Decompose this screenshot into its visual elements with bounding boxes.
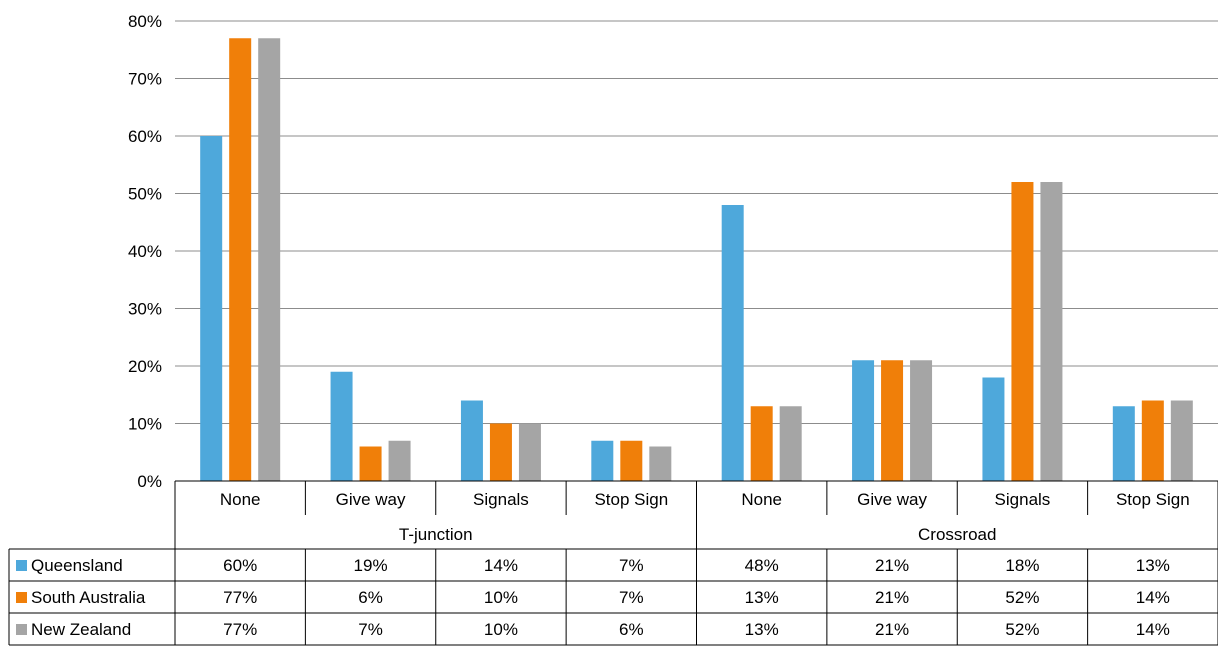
- bar-queensland: [200, 136, 223, 481]
- bar-south-australia: [620, 440, 643, 481]
- data-value-cell: 21%: [875, 556, 909, 575]
- y-tick-label: 70%: [128, 70, 162, 89]
- bar-south-australia: [881, 360, 904, 481]
- y-tick-label: 0%: [137, 472, 162, 491]
- data-value-cell: 6%: [619, 620, 644, 639]
- data-value-cell: 14%: [1136, 588, 1170, 607]
- bar-queensland: [982, 377, 1005, 481]
- y-axis-tick-labels: 0% 10% 20% 30% 40% 50% 60% 70% 80%: [128, 12, 162, 491]
- bar-new-zealand: [1170, 400, 1193, 481]
- data-value-cell: 77%: [223, 620, 257, 639]
- x-category-label: Stop Sign: [1116, 490, 1190, 509]
- bar-queensland: [852, 360, 875, 481]
- bar-new-zealand: [1040, 182, 1063, 481]
- bar-queensland: [591, 440, 614, 481]
- y-tick-label: 40%: [128, 242, 162, 261]
- bar-new-zealand: [779, 406, 802, 481]
- data-value-cell: 10%: [484, 620, 518, 639]
- bar-south-australia: [489, 423, 512, 481]
- data-value-cell: 48%: [745, 556, 779, 575]
- data-value-cell: 6%: [358, 588, 383, 607]
- data-value-cell: 13%: [745, 620, 779, 639]
- x-category-label: Signals: [473, 490, 529, 509]
- x-group-label: T-junction: [399, 525, 473, 544]
- legend-swatch: [16, 560, 27, 571]
- bar-new-zealand: [649, 446, 672, 481]
- y-tick-label: 60%: [128, 127, 162, 146]
- data-value-cell: 19%: [354, 556, 388, 575]
- data-table: None Give way Signals Stop Sign None Give way…: [8, 480, 1218, 646]
- bar-queensland: [721, 205, 744, 481]
- y-tick-label: 10%: [128, 415, 162, 434]
- bar-new-zealand: [258, 38, 281, 481]
- data-value-cell: 14%: [1136, 620, 1170, 639]
- y-tick-label: 20%: [128, 357, 162, 376]
- x-category-label: None: [220, 490, 261, 509]
- data-value-cell: 13%: [745, 588, 779, 607]
- x-category-label: Signals: [995, 490, 1051, 509]
- bar-new-zealand: [388, 440, 411, 481]
- data-value-cell: 10%: [484, 588, 518, 607]
- data-value-cell: 52%: [1005, 620, 1039, 639]
- y-tick-label: 30%: [128, 300, 162, 319]
- data-value-cell: 7%: [619, 556, 644, 575]
- y-tick-label: 80%: [128, 12, 162, 31]
- data-value-cell: 7%: [619, 588, 644, 607]
- data-value-cell: 21%: [875, 588, 909, 607]
- x-group-label: Crossroad: [918, 525, 996, 544]
- legend-label: South Australia: [31, 588, 146, 607]
- legend-label: New Zealand: [31, 620, 131, 639]
- legend-label: Queensland: [31, 556, 123, 575]
- bar-queensland: [1112, 406, 1135, 481]
- bar-south-australia: [1141, 400, 1164, 481]
- bar-queensland: [460, 400, 483, 481]
- bar-south-australia: [1011, 182, 1034, 481]
- data-value-cell: 14%: [484, 556, 518, 575]
- data-value-cell: 13%: [1136, 556, 1170, 575]
- bar-queensland: [330, 371, 353, 481]
- bar-new-zealand: [518, 423, 541, 481]
- data-value-cell: 21%: [875, 620, 909, 639]
- x-category-label: None: [741, 490, 782, 509]
- bar-south-australia: [359, 446, 382, 481]
- data-value-cell: 77%: [223, 588, 257, 607]
- legend-swatch: [16, 624, 27, 635]
- bars: [200, 38, 1193, 481]
- data-value-cell: 18%: [1005, 556, 1039, 575]
- bar-south-australia: [750, 406, 773, 481]
- x-category-label: Give way: [857, 490, 927, 509]
- data-value-cell: 60%: [223, 556, 257, 575]
- data-value-cell: 7%: [358, 620, 383, 639]
- bar-new-zealand: [910, 360, 933, 481]
- legend-swatch: [16, 592, 27, 603]
- bar-south-australia: [229, 38, 252, 481]
- x-category-label: Stop Sign: [594, 490, 668, 509]
- data-value-cell: 52%: [1005, 588, 1039, 607]
- y-tick-label: 50%: [128, 185, 162, 204]
- gridlines: [175, 20, 1218, 424]
- x-category-label: Give way: [336, 490, 406, 509]
